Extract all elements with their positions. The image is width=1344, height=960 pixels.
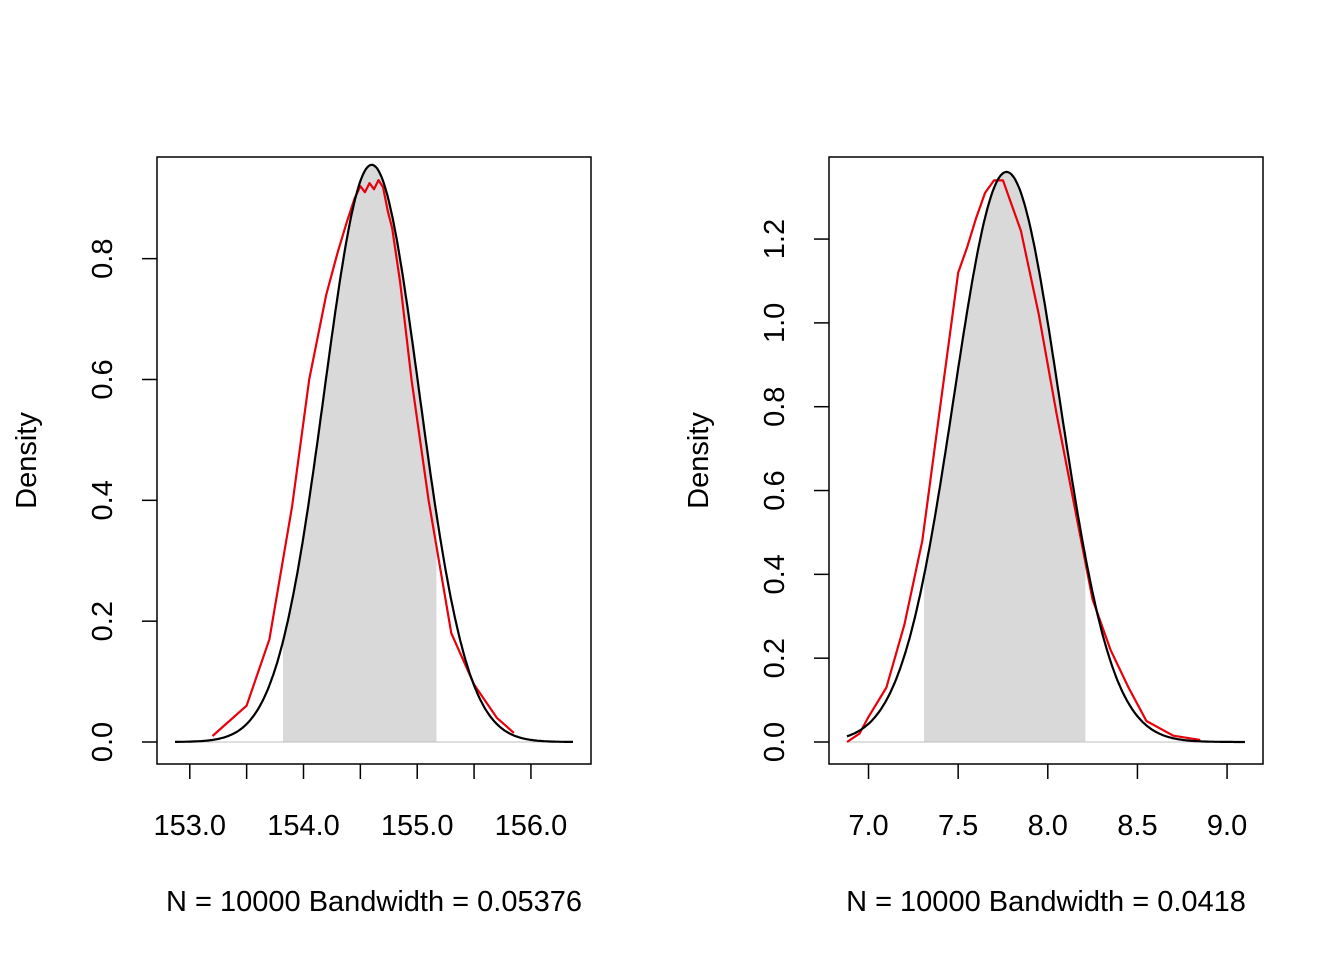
x-axis-label: N = 10000 Bandwidth = 0.0418 [846,886,1246,918]
x-tick-label: 8.5 [1117,810,1157,842]
y-tick-label: 0.2 [759,638,791,678]
density-plot-left: 153.0 154.0 155.0 156.0 0.0 0.2 0.4 0.6 0.8 N = 1… [11,156,592,918]
density-plot-right: 7.0 7.5 8.0 8.5 9.0 0.0 0.2 0.4 0.6 0.8 1.0 1.2 N = … [683,156,1264,918]
x-tick-label: 9.0 [1207,810,1247,842]
y-tick-label: 0.6 [87,359,119,399]
y-tick-label: 0.2 [87,601,119,641]
y-tick-label: 0.4 [759,554,791,594]
x-tick-label: 8.0 [1028,810,1068,842]
credible-interval-shade [283,164,437,743]
y-tick-label: 0.4 [87,480,119,520]
plot-frame [156,156,592,765]
y-tick-label: 1.2 [759,219,791,259]
x-tick-label: 153.0 [153,810,226,842]
x-tick-label: 7.0 [848,810,888,842]
y-tick-label: 0.6 [759,470,791,510]
normal-density-curve [175,163,573,743]
kde-curve [211,179,515,737]
y-tick-label: 1.0 [759,303,791,343]
credible-interval-shade [924,171,1086,742]
x-tick-label: 154.0 [267,810,340,842]
y-tick-label: 0.8 [759,387,791,427]
x-axis-label: N = 10000 Bandwidth = 0.05376 [166,886,582,918]
y-axis-label: Density [11,412,43,509]
x-tick-label: 7.5 [938,810,978,842]
y-tick-label: 0.0 [759,722,791,762]
y-tick-label: 0.8 [87,238,119,278]
x-tick-label: 156.0 [495,810,568,842]
normal-density-curve [846,170,1245,744]
y-tick-label: 0.0 [87,722,119,762]
x-tick-label: 155.0 [381,810,454,842]
y-axis-label: Density [683,412,715,509]
plot-frame [828,156,1264,765]
